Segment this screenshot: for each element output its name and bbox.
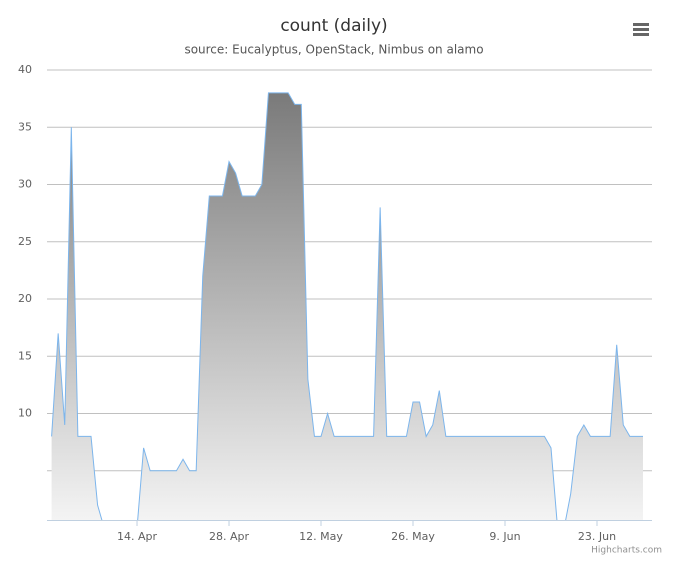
area-line [51, 92, 643, 520]
y-tick-label: 40 [18, 63, 32, 76]
area-fill [51, 92, 643, 520]
x-tick-label: 28. Apr [209, 530, 249, 543]
plot [51, 92, 643, 520]
x-tick-label: 12. May [299, 530, 343, 543]
y-tick-label: 20 [18, 292, 32, 305]
y-tick-label: 25 [18, 235, 32, 248]
y-tick-label: 10 [18, 407, 32, 420]
y-tick-label: 30 [18, 178, 32, 191]
x-tick-label: 14. Apr [117, 530, 157, 543]
y-tick-label: 35 [18, 120, 32, 133]
y-tick-label: 15 [18, 349, 32, 362]
chart-subtitle: source: Eucalyptus, OpenStack, Nimbus on… [184, 43, 483, 57]
x-tick-label: 26. May [391, 530, 435, 543]
menu-button[interactable] [626, 16, 656, 42]
x-tick-label: 9. Jun [489, 530, 520, 543]
credits[interactable]: Highcharts.com [591, 546, 662, 556]
chart-title: count (daily) [280, 16, 387, 36]
x-tick-label: 23. Jun [578, 530, 616, 543]
